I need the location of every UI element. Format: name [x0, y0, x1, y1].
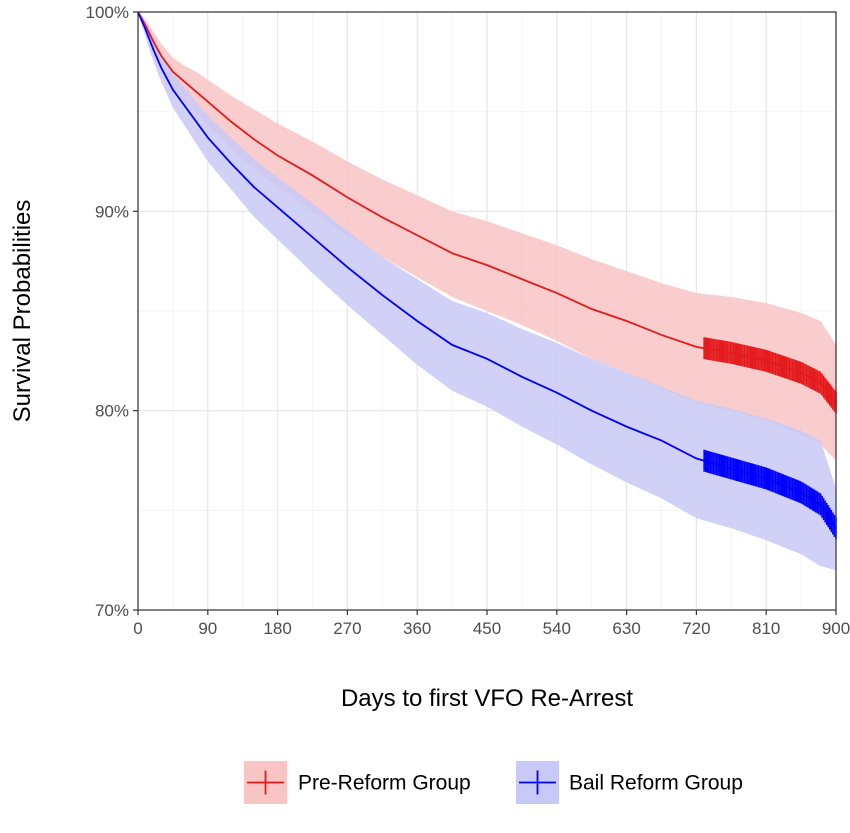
y-tick-label: 90% [95, 202, 129, 221]
x-tick-label: 630 [612, 619, 640, 638]
legend: Pre-Reform Group Bail Reform Group [244, 761, 743, 804]
x-axis-title: Days to first VFO Re-Arrest [341, 685, 633, 712]
x-tick-label: 720 [682, 619, 710, 638]
x-axis-ticks: 0 90 180 270 360 450 540 630 720 810 900 [133, 610, 850, 638]
x-tick-label: 540 [543, 619, 571, 638]
confidence-bands [138, 12, 836, 571]
x-tick-label: 900 [822, 619, 850, 638]
x-tick-label: 270 [333, 619, 361, 638]
x-tick-label: 360 [403, 619, 431, 638]
legend-label-pre-reform: Pre-Reform Group [298, 772, 471, 795]
y-axis-ticks: 70% 80% 90% 100% [86, 3, 138, 620]
x-tick-label: 450 [473, 619, 501, 638]
x-tick-label: 0 [133, 619, 142, 638]
y-axis-title: Survival Probabilities [9, 200, 36, 423]
confidence-band-pre-reform [138, 12, 836, 461]
x-tick-label: 810 [752, 619, 780, 638]
legend-item-bail-reform: Bail Reform Group [516, 761, 743, 804]
y-tick-label: 100% [86, 3, 129, 22]
legend-label-bail-reform: Bail Reform Group [569, 772, 743, 795]
y-tick-label: 80% [95, 402, 129, 421]
x-tick-label: 180 [263, 619, 291, 638]
confidence-band-bail-reform [138, 12, 836, 571]
censor-marks [703, 337, 837, 540]
y-tick-label: 70% [95, 601, 129, 620]
legend-item-pre-reform: Pre-Reform Group [244, 761, 471, 804]
x-tick-label: 90 [198, 619, 217, 638]
